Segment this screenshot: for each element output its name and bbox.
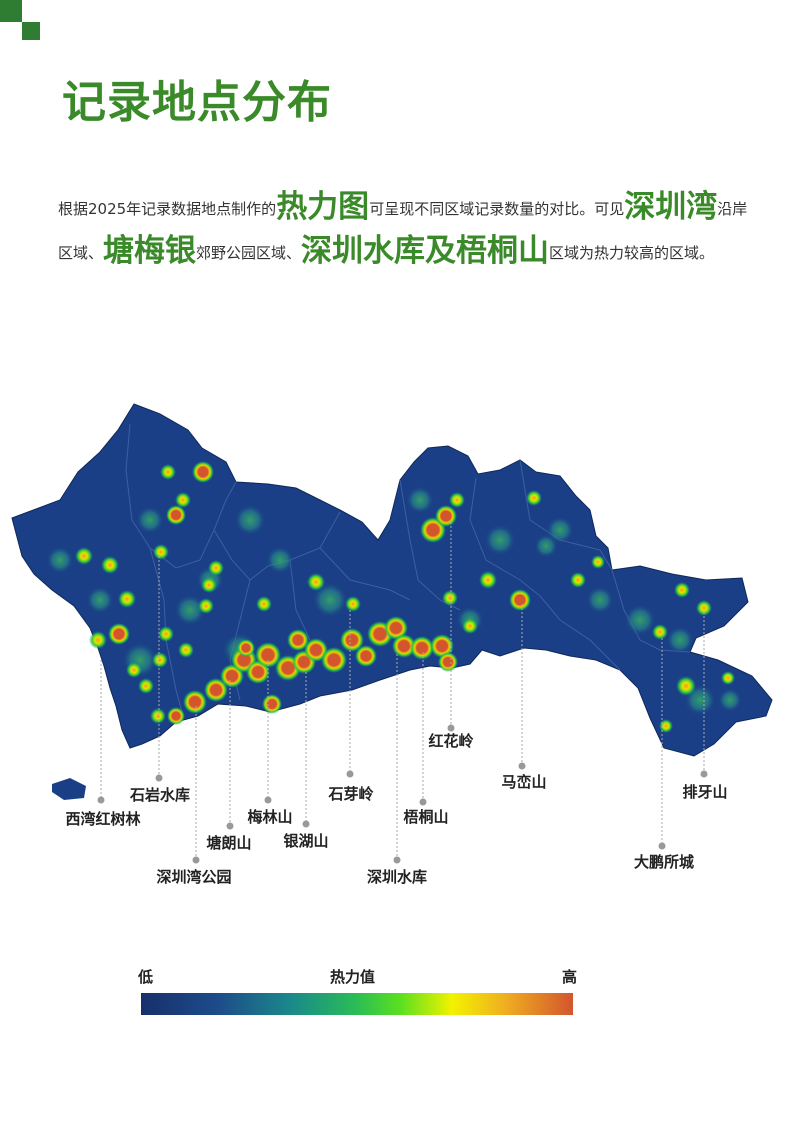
intro-text-4: 郊野公园区域、 — [196, 244, 302, 262]
shenzhen-land — [11, 403, 773, 757]
intro-text-1: 根据2025年记录数据地点制作的 — [58, 200, 277, 218]
label-tanglang-mountain: 塘朗山 — [206, 834, 252, 852]
label-shiya-ridge: 石芽岭 — [328, 785, 374, 803]
label-yinhu-mountain: 银湖山 — [283, 832, 329, 850]
leader-lines — [100, 522, 705, 860]
label-shenzhen-reservoir: 深圳水库 — [366, 868, 428, 886]
leader-dots — [97, 724, 708, 864]
intro-paragraph: 根据2025年记录数据地点制作的热力图可呈现不同区域记录数量的对比。可见深圳湾沿… — [58, 186, 748, 274]
label-maluan-mountain: 马峦山 — [501, 773, 547, 791]
label-wutong-mountain: 梧桐山 — [403, 808, 449, 826]
leader-dot — [700, 770, 708, 778]
label-honghua-ridge: 红花岭 — [428, 732, 474, 750]
heat-warm-spots — [75, 464, 735, 733]
intro-highlight-shenzhen-bay: 深圳湾 — [624, 189, 718, 225]
label-paiya-mountain: 排牙山 — [682, 783, 728, 801]
leader-dot — [155, 774, 163, 782]
leader-dot — [447, 724, 455, 732]
intro-text-3: 沿岸区域、 — [58, 200, 748, 262]
legend-high-label: 高 — [562, 968, 578, 986]
leader-dot — [264, 796, 272, 804]
label-shenzhen-bay-park: 深圳湾公园 — [156, 868, 232, 886]
corner-block-small — [22, 22, 40, 40]
leader-dot — [419, 798, 427, 806]
legend-color-bar — [141, 993, 573, 1015]
heatmap-map — [11, 403, 773, 864]
intro-highlight-reservoir-wutong: 深圳水库及梧桐山 — [301, 233, 550, 269]
legend-low-label: 低 — [138, 968, 154, 986]
leader-dot — [658, 842, 666, 850]
intro-highlight-heatmap: 热力图 — [276, 189, 370, 225]
leader-dot — [393, 856, 401, 864]
heat-hot-spots — [108, 461, 531, 725]
leader-dot — [302, 820, 310, 828]
label-xiwan-mangrove: 西湾红树林 — [65, 810, 141, 828]
leader-dot — [518, 762, 526, 770]
leader-dot — [346, 770, 354, 778]
leader-dot — [192, 856, 200, 864]
leader-dot — [97, 796, 105, 804]
legend-title: 热力值 — [330, 968, 376, 986]
leader-dot — [226, 822, 234, 830]
intro-highlight-tangmeiyin: 塘梅银 — [103, 233, 197, 269]
intro-text-2: 可呈现不同区域记录数量的对比。可见 — [369, 200, 625, 218]
page-title: 记录地点分布 — [62, 77, 332, 128]
label-meilin-mountain: 梅林山 — [247, 808, 293, 826]
corner-block-large — [0, 0, 22, 22]
intro-text-5: 区域为热力较高的区域。 — [549, 244, 715, 262]
label-shiyan-reservoir: 石岩水库 — [129, 786, 191, 804]
label-dapeng-fortress: 大鹏所城 — [633, 853, 695, 871]
west-island — [52, 778, 86, 800]
